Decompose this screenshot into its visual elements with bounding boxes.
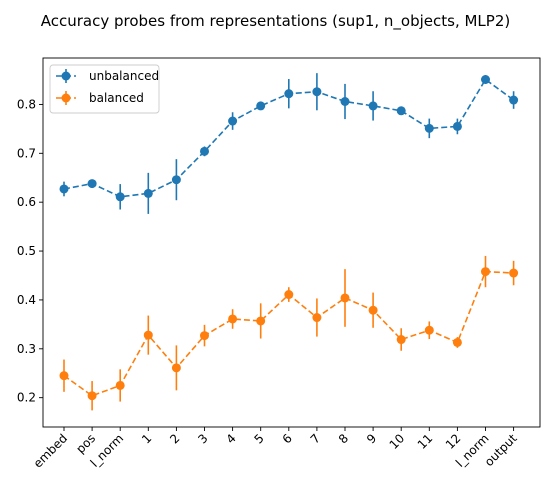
data-point xyxy=(59,371,69,381)
data-point xyxy=(228,314,238,324)
data-point xyxy=(228,116,238,126)
y-tick-label: 0.5 xyxy=(17,244,36,258)
data-point xyxy=(509,268,519,278)
data-point xyxy=(59,184,69,194)
y-tick-label: 0.3 xyxy=(17,342,36,356)
data-point xyxy=(143,330,153,340)
legend-marker xyxy=(61,71,71,81)
data-point xyxy=(396,335,406,345)
data-point xyxy=(368,101,378,111)
data-point xyxy=(87,391,97,401)
x-tick-label: 12 xyxy=(443,431,464,452)
x-tick-label: 8 xyxy=(336,431,351,446)
y-tick-label: 0.8 xyxy=(17,97,36,111)
data-point xyxy=(256,316,266,326)
y-tick-label: 0.2 xyxy=(17,391,36,405)
data-point xyxy=(481,75,490,85)
data-point xyxy=(115,380,125,390)
legend-label: unbalanced xyxy=(89,69,159,83)
chart-title: Accuracy probes from representations (su… xyxy=(40,12,511,30)
x-tick-label: output xyxy=(482,431,520,469)
data-point xyxy=(256,101,266,111)
data-point xyxy=(340,96,350,106)
y-tick-label: 0.6 xyxy=(17,195,36,209)
data-point xyxy=(87,179,97,189)
data-point xyxy=(424,325,434,335)
x-tick-label: 5 xyxy=(252,431,267,446)
x-tick-label: 9 xyxy=(364,431,379,446)
data-point xyxy=(171,175,181,185)
data-point xyxy=(143,188,153,198)
x-tick-label: 1 xyxy=(139,431,154,446)
x-tick-label: 4 xyxy=(223,431,238,446)
legend-box xyxy=(49,64,160,114)
plot-frame xyxy=(42,57,541,428)
legend-marker xyxy=(61,93,71,103)
x-tick-label: 10 xyxy=(387,431,408,452)
data-point xyxy=(424,123,434,133)
x-tick-label: 2 xyxy=(167,431,182,446)
data-point xyxy=(368,305,378,315)
x-tick-label: 3 xyxy=(195,431,210,446)
data-point xyxy=(284,89,294,99)
data-point xyxy=(115,192,125,202)
data-point xyxy=(200,331,209,341)
data-point xyxy=(452,337,462,347)
data-point xyxy=(396,106,406,116)
x-tick-label: embed xyxy=(31,431,70,470)
data-point xyxy=(509,95,519,105)
x-tick-label: 7 xyxy=(308,431,323,446)
data-point xyxy=(200,146,209,156)
data-point xyxy=(312,87,322,97)
x-tick-label: 6 xyxy=(280,431,295,446)
x-tick-label: 11 xyxy=(415,431,436,452)
data-point xyxy=(340,293,350,303)
data-point xyxy=(481,267,490,277)
legend-label: balanced xyxy=(89,91,144,105)
data-point xyxy=(312,313,322,323)
y-tick-label: 0.7 xyxy=(17,146,36,160)
y-tick-label: 0.4 xyxy=(17,293,36,307)
data-point xyxy=(171,363,181,373)
data-point xyxy=(284,290,294,300)
data-point xyxy=(452,121,462,131)
